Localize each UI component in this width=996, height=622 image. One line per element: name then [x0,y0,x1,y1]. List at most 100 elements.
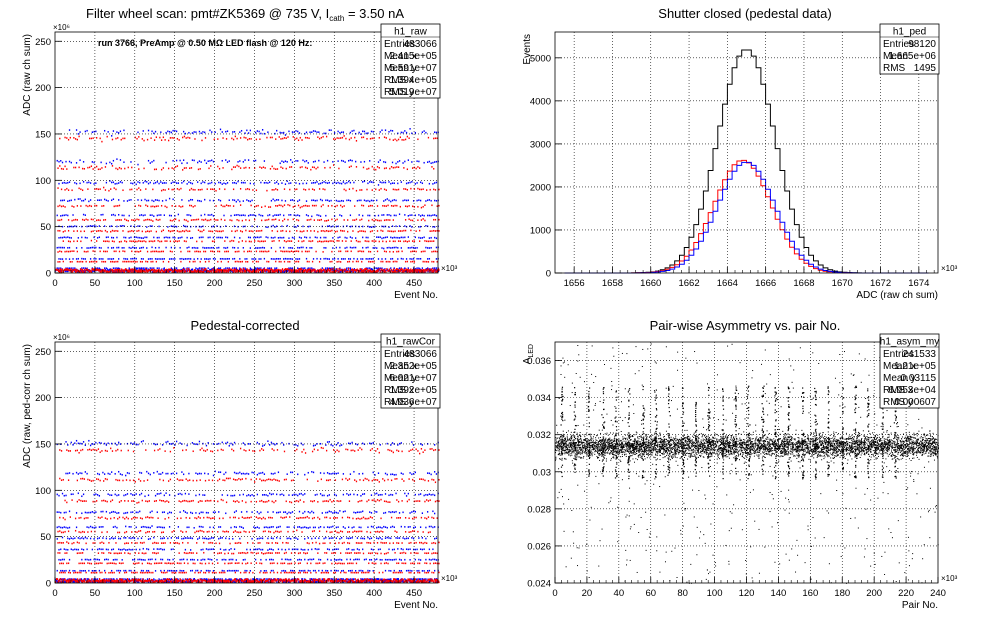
data-point [109,494,111,496]
data-point [153,250,156,253]
data-point [66,137,68,139]
data-point [199,188,201,191]
data-point [233,236,236,239]
data-point [283,161,285,163]
data-point [404,558,406,561]
data-point [212,236,215,239]
data-point [256,225,259,228]
data-point [129,271,131,273]
data-point [314,268,316,271]
data-point [254,526,257,529]
data-point [256,578,259,580]
data-point [378,268,380,271]
data-point [347,270,349,273]
data-point [200,226,202,228]
data-point [162,167,165,169]
data-point [191,569,194,572]
data-point [99,137,101,140]
data-point [337,548,339,550]
data-point [139,181,141,184]
data-point [175,182,178,184]
data-point [253,495,255,497]
data-point [381,181,383,184]
data-point [285,137,287,140]
data-point [378,136,380,139]
data-point [124,137,126,140]
data-point [227,250,229,253]
data-point [411,132,413,135]
data-point [301,139,303,141]
data-point [88,225,90,228]
data-point [207,558,209,560]
data-point [375,188,377,191]
data-point [253,526,255,528]
data-point [386,536,388,539]
data-point [179,569,181,572]
data-point [133,569,136,572]
data-point [415,167,417,170]
data-point [137,131,139,134]
data-point [231,137,233,140]
data-point [326,570,329,572]
data-point [200,525,202,528]
data-point [386,246,388,249]
data-point [257,240,259,242]
data-point [386,236,388,238]
data-point [269,214,271,216]
data-point [272,558,274,561]
data-point [59,250,61,253]
data-point [182,558,185,561]
data-point [421,570,424,572]
stats-value: 98120 [908,39,936,50]
data-point [360,494,362,497]
data-point [86,558,88,561]
data-point [208,260,210,263]
data-point [237,472,239,475]
data-point [272,569,274,572]
data-point [104,229,107,232]
data-point [221,581,223,583]
data-point [139,189,142,191]
data-point [72,569,74,572]
data-point [111,548,113,551]
data-point [74,268,76,271]
data-point [67,229,70,232]
data-point [91,225,94,228]
data-point [217,271,219,273]
data-point [318,219,321,221]
data-point [202,236,204,239]
data-point [96,219,98,222]
data-point [395,225,397,228]
data-point [222,230,224,232]
data-point [391,494,394,496]
data-point [196,240,198,243]
data-point [365,558,367,561]
data-point [97,188,100,191]
data-point [73,137,75,139]
data-point [279,537,281,540]
data-point [104,166,107,168]
data-point [328,526,330,529]
data-point [225,204,228,206]
data-point [304,526,306,528]
data-point [295,493,297,496]
data-point [62,205,64,207]
data-point [400,472,402,475]
data-point [318,260,321,263]
data-point [158,268,160,271]
data-point [116,246,118,249]
data-point [177,493,180,495]
data-point [377,548,380,551]
data-point [118,166,121,169]
data-point [271,230,273,232]
data-point [262,166,265,169]
data-point [319,258,322,260]
data-point [411,214,413,216]
data-point [144,268,146,271]
data-point [372,181,374,184]
data-point [415,269,417,272]
data-point [154,558,157,561]
data-point [63,268,65,271]
data-point [85,218,87,221]
data-point [229,219,231,221]
